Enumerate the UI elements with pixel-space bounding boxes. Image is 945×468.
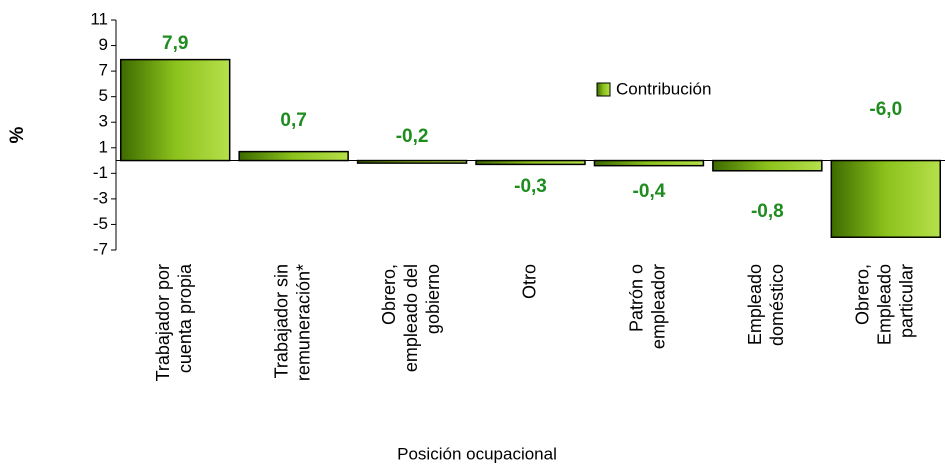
y-tick-label: -7 [93, 239, 108, 258]
value-label: 0,7 [280, 110, 306, 131]
x-tick-label: doméstico [767, 264, 787, 346]
bar [593, 159, 705, 167]
value-label: -6,0 [869, 99, 902, 120]
value-label: -0,8 [751, 201, 784, 222]
y-tick-label: 5 [99, 86, 108, 105]
y-axis-label: % [7, 126, 28, 143]
bar [830, 159, 942, 238]
x-tick-label: empleado del [401, 264, 421, 372]
legend-label: Contribución [616, 79, 711, 98]
x-tick-label: Otro [519, 264, 539, 299]
legend [585, 72, 755, 106]
y-tick-label: 11 [90, 9, 108, 28]
x-tick-label: cuenta propia [175, 263, 195, 373]
x-tick-label: Empleado [745, 264, 765, 345]
x-tick-label: particular [897, 264, 917, 338]
value-label: -0,4 [633, 181, 666, 202]
x-tick-label: Obrero, [379, 264, 399, 325]
y-tick-label: -5 [93, 214, 108, 233]
x-tick-label: Patrón o [627, 264, 647, 332]
y-tick-label: 1 [99, 137, 108, 156]
x-tick-label: Trabajador sin [271, 264, 291, 378]
y-tick-label: 9 [99, 35, 108, 54]
y-tick-label: 7 [99, 61, 108, 80]
bar [119, 58, 231, 162]
value-label: 7,9 [162, 33, 188, 54]
x-tick-label: Empleado [875, 264, 895, 345]
legend-swatch [596, 82, 611, 97]
value-label: -0,3 [514, 176, 547, 197]
x-axis-label: Posición ocupacional [397, 444, 557, 463]
x-tick-label: Obrero, [853, 264, 873, 325]
y-tick-label: -3 [93, 188, 108, 207]
y-tick-label: 3 [99, 112, 108, 131]
bar [475, 159, 586, 166]
x-tick-label: empleador [649, 264, 669, 349]
value-label: -0,2 [396, 126, 429, 147]
x-tick-label: gobierno [423, 264, 443, 334]
bar [238, 150, 349, 162]
y-tick-label: -1 [93, 163, 108, 182]
x-tick-label: Trabajador por [153, 264, 173, 381]
x-tick-label: remuneración* [293, 264, 313, 381]
bar [712, 159, 823, 172]
